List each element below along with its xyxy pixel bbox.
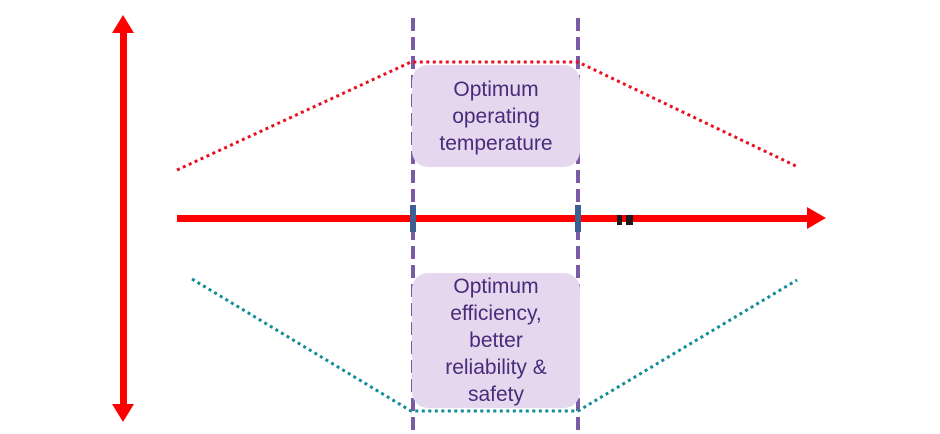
box-line: efficiency, <box>450 302 542 325</box>
box-line: safety <box>467 383 525 406</box>
box-line: operating <box>452 104 540 128</box>
axis-annotation-mark <box>617 215 622 225</box>
horizontal-axis-right-arrowhead-icon <box>807 207 826 229</box>
horizontal-axis-line <box>177 215 808 222</box>
vertical-axis-down-arrowhead-icon <box>112 404 134 422</box>
box-line: temperature <box>439 131 553 155</box>
box-line: better <box>469 329 523 352</box>
optimum-operating-temperature-box: Optimum operating temperature <box>412 65 580 167</box>
axis-annotation-mark <box>626 215 633 225</box>
box-line: Optimum <box>453 77 539 101</box>
box-line: Optimum <box>453 275 539 298</box>
axis-tick-right <box>575 205 581 232</box>
vertical-axis-up-arrowhead-icon <box>112 15 134 33</box>
box-line: reliability & <box>445 356 547 379</box>
axis-tick-left <box>410 205 416 232</box>
vertical-axis-line <box>120 32 127 405</box>
optimum-efficiency-box: Optimum efficiency, better reliability &… <box>412 273 580 408</box>
